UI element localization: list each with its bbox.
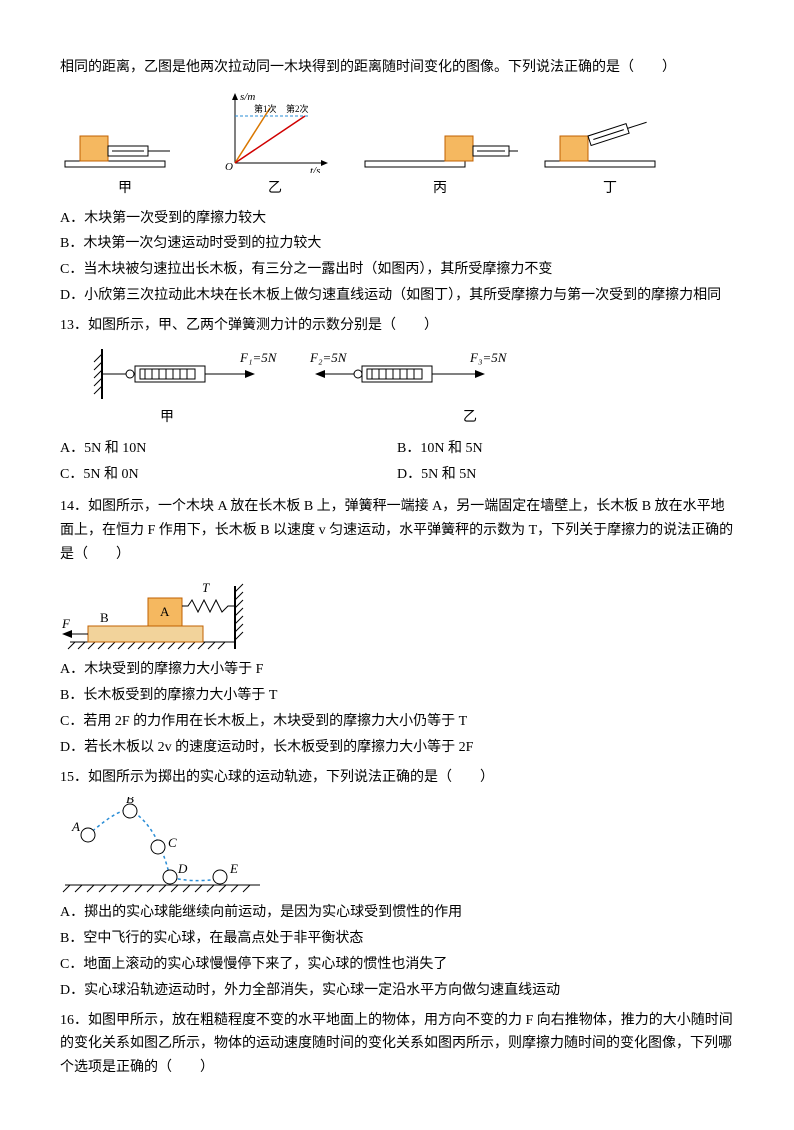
- q12-intro: 相同的距离，乙图是他两次拉动同一木块得到的距离随时间变化的图像。下列说法正确的是…: [60, 56, 734, 80]
- svg-text:C: C: [168, 835, 177, 850]
- label-yi: 乙: [210, 177, 340, 201]
- q13-svg: F₁=5N F₂=5N F₃=5N: [90, 344, 560, 404]
- svg-text:D: D: [177, 861, 188, 876]
- fig-ding: [540, 113, 680, 173]
- q12-opt-a: A．木块第一次受到的摩擦力较大: [60, 207, 734, 231]
- svg-text:B: B: [100, 610, 109, 625]
- label-bing: 丙: [360, 177, 520, 201]
- svg-text:第1次: 第1次: [254, 103, 277, 114]
- q13-opts: A．5N 和 10N C．5N 和 0N B．10N 和 5N D．5N 和 5…: [60, 435, 734, 489]
- q12-opt-d: D．小欣第三次拉动此木块在长木板上做匀速直线运动（如图丁），其所受摩擦力与第一次…: [60, 284, 734, 308]
- q16-stem: 16．如图甲所示，放在粗糙程度不变的水平地面上的物体，用方向不变的力 F 向右推…: [60, 1009, 734, 1080]
- svg-text:A: A: [71, 819, 80, 834]
- svg-text:E: E: [229, 861, 238, 876]
- q13-label-yi: 乙: [360, 406, 580, 430]
- q15-opt-d: D．实心球沿轨迹运动时，外力全部消失，实心球一定沿水平方向做匀速直线运动: [60, 979, 734, 1003]
- fig-bing: [360, 118, 520, 173]
- svg-text:第2次: 第2次: [286, 103, 309, 114]
- q13-label-jia: 甲: [90, 406, 340, 430]
- fig-bing-svg: [360, 118, 520, 173]
- fig-yi-svg: s/m t/s O 第1次 第2次: [210, 88, 340, 173]
- q14-svg: B A T F: [60, 574, 290, 654]
- svg-text:T: T: [202, 580, 210, 595]
- q15-svg: A B C D E: [60, 797, 270, 897]
- q12-opt-b: B．木块第一次匀速运动时受到的拉力较大: [60, 232, 734, 256]
- q15-stem: 15．如图所示为掷出的实心球的运动轨迹，下列说法正确的是（ ）: [60, 766, 734, 790]
- svg-text:t/s: t/s: [310, 165, 320, 173]
- fig-jia-svg: [60, 118, 190, 173]
- q14-stem: 14．如图所示，一个木块 A 放在长木板 B 上，弹簧秤一端接 A，另一端固定在…: [60, 495, 734, 566]
- label-ding: 丁: [540, 177, 680, 201]
- q12-labels: 甲 乙 丙 丁: [60, 177, 734, 201]
- q14-opt-b: B．长木板受到的摩擦力大小等于 T: [60, 684, 734, 708]
- q13-figure: F₁=5N F₂=5N F₃=5N: [90, 344, 734, 404]
- svg-text:B: B: [126, 797, 134, 806]
- q13-stem: 13．如图所示，甲、乙两个弹簧测力计的示数分别是（ ）: [60, 314, 734, 338]
- q12-opt-c: C．当木块被匀速拉出长木板，有三分之一露出时（如图丙），其所受摩擦力不变: [60, 258, 734, 282]
- q14-opt-d: D．若长木板以 2v 的速度运动时，长木板受到的摩擦力大小等于 2F: [60, 736, 734, 760]
- q13-f1: F₁=5N: [239, 350, 278, 365]
- q15-opt-c: C．地面上滚动的实心球慢慢停下来了，实心球的惯性也消失了: [60, 953, 734, 977]
- svg-text:F: F: [61, 616, 71, 631]
- q13-opt-c: C．5N 和 0N: [60, 463, 397, 487]
- q15-opt-a: A．掷出的实心球能继续向前运动，是因为实心球受到惯性的作用: [60, 901, 734, 925]
- svg-text:A: A: [160, 604, 170, 619]
- q12-figures: s/m t/s O 第1次 第2次: [60, 88, 734, 173]
- q13-opt-b: B．10N 和 5N: [397, 437, 734, 461]
- q13-opt-a: A．5N 和 10N: [60, 437, 397, 461]
- fig-jia: [60, 118, 190, 173]
- q13-f3: F₃=5N: [469, 350, 508, 365]
- fig-yi: s/m t/s O 第1次 第2次: [210, 88, 340, 173]
- label-jia: 甲: [60, 177, 190, 201]
- fig-ding-svg: [540, 113, 680, 173]
- svg-text:O: O: [225, 161, 233, 173]
- svg-text:s/m: s/m: [240, 91, 255, 103]
- q14-opt-a: A．木块受到的摩擦力大小等于 F: [60, 658, 734, 682]
- q13-opt-d: D．5N 和 5N: [397, 463, 734, 487]
- q15-figure: A B C D E: [60, 797, 734, 897]
- q13-f2: F₂=5N: [309, 350, 348, 365]
- q15-opt-b: B．空中飞行的实心球，在最高点处于非平衡状态: [60, 927, 734, 951]
- q14-opt-c: C．若用 2F 的力作用在长木板上，木块受到的摩擦力大小仍等于 T: [60, 710, 734, 734]
- q14-figure: B A T F: [60, 574, 734, 654]
- q13-labels: 甲 乙: [90, 406, 734, 430]
